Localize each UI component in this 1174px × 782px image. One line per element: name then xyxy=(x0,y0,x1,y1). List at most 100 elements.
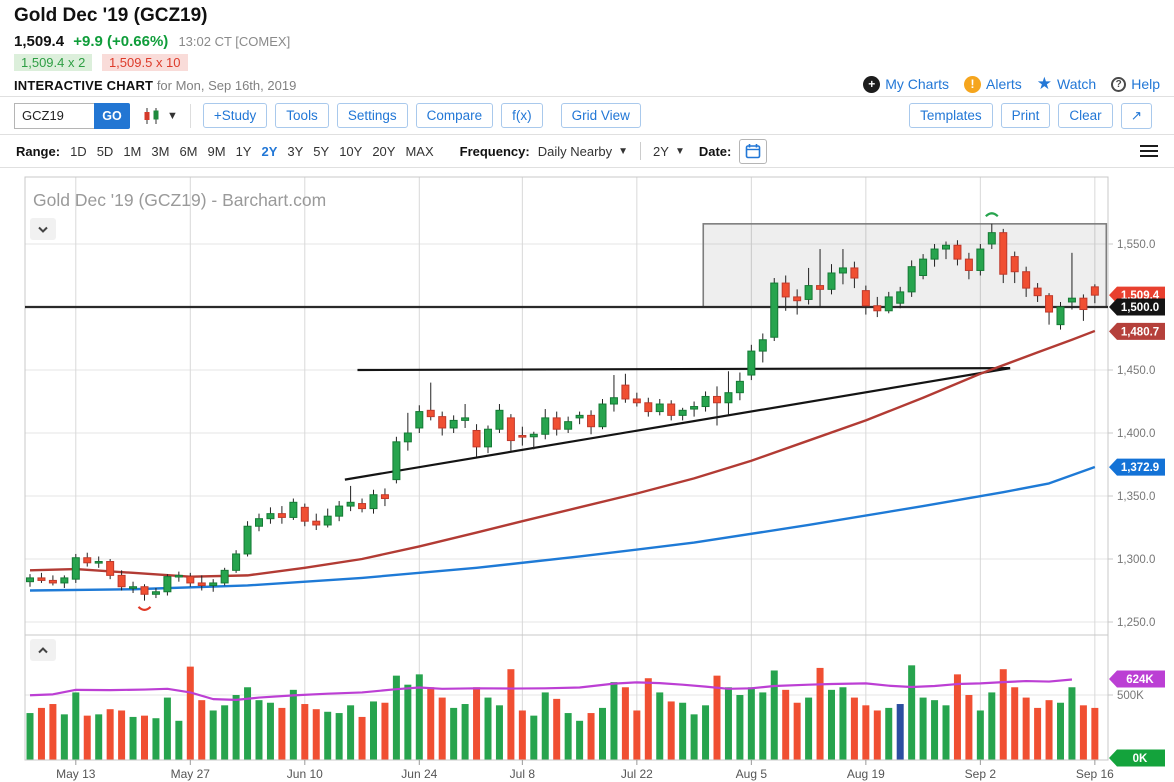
period-dropdown[interactable]: 2Y ▼ xyxy=(653,143,685,159)
candle-body xyxy=(987,232,996,245)
badge-label: 624K xyxy=(1126,674,1154,686)
volume-bar xyxy=(747,687,755,760)
volume-tick-label: 500K xyxy=(1117,690,1144,702)
range-1m[interactable]: 1M xyxy=(123,143,142,159)
volume-bar xyxy=(816,667,824,760)
arc-marker[interactable] xyxy=(985,212,999,218)
settings-button[interactable]: Settings xyxy=(336,103,408,128)
range-1d[interactable]: 1D xyxy=(70,143,87,159)
volume-bar xyxy=(347,705,355,760)
annotation-box[interactable] xyxy=(702,223,1108,308)
volume-bar xyxy=(999,669,1007,760)
alerts-link[interactable]: ! Alerts xyxy=(964,75,1022,93)
ma-slow-line xyxy=(29,465,1096,592)
volume-bar xyxy=(862,705,870,760)
symbol-input[interactable] xyxy=(14,102,94,129)
volume-bar xyxy=(518,710,526,760)
volume-bar xyxy=(690,714,698,760)
badge-label: 0K xyxy=(1133,753,1148,765)
candle-body xyxy=(174,574,183,578)
hamburger-icon xyxy=(1140,144,1158,148)
range-3y[interactable]: 3Y xyxy=(287,143,304,159)
candles xyxy=(26,223,1099,601)
clear-button[interactable]: Clear xyxy=(1058,103,1113,128)
tools-button[interactable]: Tools xyxy=(275,103,329,128)
range-bar: Range: 1D 5D 1M 3M 6M 9M 1Y 2Y 3Y 5Y 10Y… xyxy=(0,135,1174,168)
volume-bar xyxy=(885,707,893,760)
candle-body xyxy=(426,409,435,418)
header-links: + My Charts ! Alerts ★ Watch ? Help xyxy=(863,74,1160,94)
range-1y[interactable]: 1Y xyxy=(235,143,252,159)
volume-bar xyxy=(60,714,68,760)
range-2y-selected[interactable]: 2Y xyxy=(261,143,278,159)
candle-body xyxy=(701,395,710,408)
chevron-down-icon: ▼ xyxy=(618,145,629,157)
range-10y[interactable]: 10Y xyxy=(339,143,363,159)
volume-bar xyxy=(908,665,916,760)
candle-body xyxy=(26,577,34,583)
volume-bar xyxy=(530,715,538,760)
fx-button[interactable]: f(x) xyxy=(501,103,543,128)
grid-view-button[interactable]: Grid View xyxy=(560,103,641,128)
add-study-button[interactable]: +Study xyxy=(202,103,268,128)
candle-body xyxy=(243,525,252,555)
candle-body xyxy=(735,380,744,394)
candle-body xyxy=(999,232,1008,275)
volume-bar xyxy=(450,707,458,760)
frequency-label: Frequency: xyxy=(459,143,530,159)
volume-bar xyxy=(473,687,481,760)
chevron-down-icon: ▼ xyxy=(674,145,685,157)
volume-bar xyxy=(564,713,572,760)
range-5y[interactable]: 5Y xyxy=(313,143,330,159)
range-label: Range: xyxy=(16,143,61,159)
candle-body xyxy=(609,397,618,405)
range-max[interactable]: MAX xyxy=(405,143,434,159)
candle-body xyxy=(793,296,802,302)
collapse-main-pane-button[interactable] xyxy=(30,218,56,240)
candle-body xyxy=(495,409,504,430)
print-button[interactable]: Print xyxy=(1000,103,1051,128)
volume-bar xyxy=(404,684,412,760)
my-charts-link[interactable]: + My Charts xyxy=(863,75,949,93)
candle-body xyxy=(209,582,218,586)
frequency-dropdown[interactable]: Daily Nearby ▼ xyxy=(537,143,629,159)
candle-body xyxy=(667,403,676,416)
candle-body xyxy=(140,586,149,595)
range-3m[interactable]: 3M xyxy=(151,143,170,159)
date-picker-button[interactable] xyxy=(739,138,768,164)
volume-bar xyxy=(679,702,687,760)
watch-link[interactable]: ★ Watch xyxy=(1036,74,1097,93)
volume-bar xyxy=(587,713,595,760)
range-6m[interactable]: 6M xyxy=(179,143,198,159)
range-5d[interactable]: 5D xyxy=(96,143,114,159)
go-button[interactable]: GO xyxy=(94,102,130,129)
range-20y[interactable]: 20Y xyxy=(372,143,396,159)
compare-button[interactable]: Compare xyxy=(415,103,494,128)
chart-type-dropdown[interactable]: ▼ xyxy=(142,107,178,124)
help-link[interactable]: ? Help xyxy=(1111,76,1160,92)
collapse-volume-pane-button[interactable] xyxy=(30,639,56,661)
expand-arrow-icon: ↗ xyxy=(1130,107,1142,123)
range-9m[interactable]: 9M xyxy=(207,143,226,159)
candle-body xyxy=(392,441,401,481)
candle-body xyxy=(277,513,286,518)
plus-circle-icon: + xyxy=(863,75,881,93)
candle-body xyxy=(484,428,492,448)
templates-button[interactable]: Templates xyxy=(909,103,993,128)
volume-bar xyxy=(656,692,664,760)
arc-marker[interactable] xyxy=(137,606,152,611)
candle-body xyxy=(438,416,447,429)
resistance-trendline[interactable] xyxy=(357,367,1011,372)
menu-button[interactable] xyxy=(1140,142,1158,160)
volume-bar xyxy=(828,689,835,760)
candle-body xyxy=(678,409,687,416)
price-chart-canvas[interactable]: Gold Dec '19 (GCZ19) - Barchart.com 1,550… xyxy=(0,168,1174,782)
volume-bar xyxy=(942,705,950,760)
candle-body xyxy=(335,505,344,517)
candle-body xyxy=(117,574,126,588)
candle-body xyxy=(804,285,813,300)
candle-body xyxy=(266,513,275,520)
x-tick-label: Aug 19 xyxy=(847,767,885,781)
ascending-trendline[interactable] xyxy=(344,367,1011,481)
expand-button[interactable]: ↗ xyxy=(1120,102,1152,129)
